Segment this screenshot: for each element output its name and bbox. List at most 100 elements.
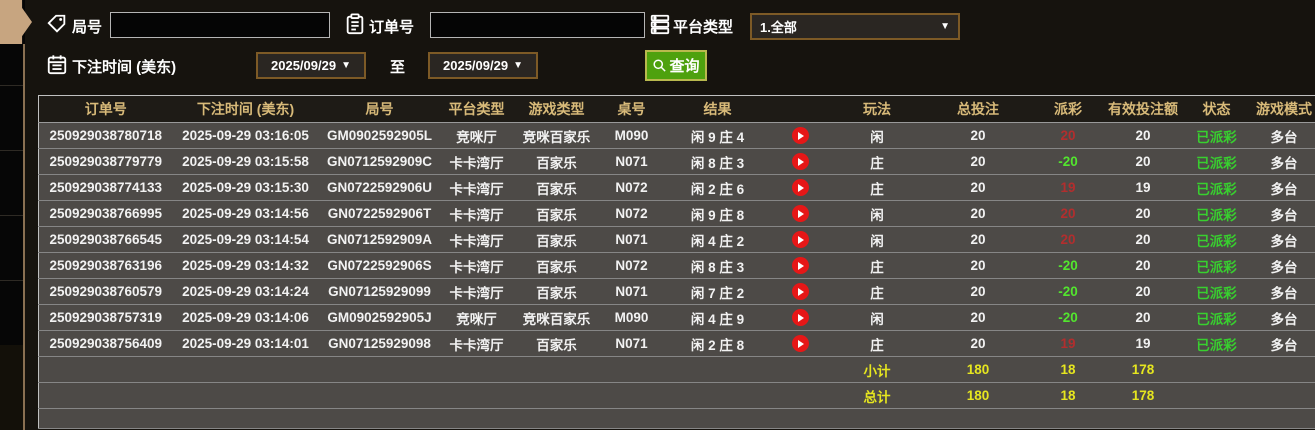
cell-mode [1252, 356, 1315, 383]
cell-play: 闲 [828, 304, 926, 331]
cell-round_id [318, 382, 441, 409]
cell-table_no: N071 [600, 330, 663, 357]
cell-_play [772, 382, 829, 409]
calendar-icon [46, 53, 68, 75]
cell-mode: 多台 [1252, 304, 1315, 331]
play-video-icon[interactable] [792, 205, 809, 222]
replay-cell [772, 252, 829, 279]
cell-platform: 卡卡湾厅 [440, 174, 513, 201]
platform-type-value: 1.全部 [760, 20, 797, 35]
cell-game_type: 百家乐 [512, 148, 601, 175]
play-video-icon[interactable] [792, 257, 809, 274]
cell-status: 已派彩 [1180, 226, 1253, 253]
chevron-down-icon: ▼ [341, 60, 351, 71]
chevron-down-icon: ▼ [940, 21, 950, 32]
cell-order_id: 250929038763196 [38, 252, 173, 279]
cell-bet_time: 2025-09-29 03:14:06 [172, 304, 319, 331]
cell-result: 闲 8 庄 3 [662, 252, 773, 279]
column-header: 下注时间 (美东) [172, 95, 319, 123]
cell-mode: 多台 [1252, 174, 1315, 201]
cell-round_id: GN0712592909A [318, 226, 441, 253]
cell-platform: 卡卡湾厅 [440, 252, 513, 279]
cell-mode: 多台 [1252, 148, 1315, 175]
date-to-picker[interactable]: 2025/09/29 ▼ [428, 52, 538, 79]
cell-play: 庄 [828, 252, 926, 279]
column-header: 桌号 [600, 95, 663, 123]
search-button[interactable]: 查询 [645, 50, 707, 81]
cell-result: 闲 9 庄 4 [662, 122, 773, 149]
column-header: 平台类型 [440, 95, 513, 123]
cell-play: 庄 [828, 330, 926, 357]
play-video-icon[interactable] [792, 179, 809, 196]
cell-table_no: N072 [600, 252, 663, 279]
bet-time-label: 下注时间 (美东) [72, 59, 177, 76]
cell-play: 小计 [828, 356, 926, 383]
order-number-input[interactable] [430, 12, 645, 38]
cell-bet_time: 2025-09-29 03:14:54 [172, 226, 319, 253]
cell-mode: 多台 [1252, 122, 1315, 149]
play-video-icon[interactable] [792, 127, 809, 144]
cell-game_type: 百家乐 [512, 200, 601, 227]
cell-result: 闲 9 庄 8 [662, 200, 773, 227]
sidebar-divider [0, 280, 23, 281]
cell-status: 已派彩 [1180, 330, 1253, 357]
cell-round_id: GN0712592909C [318, 148, 441, 175]
table-row: 250929038760579 2025-09-29 03:14:24 GN0712… [38, 278, 1315, 305]
play-video-icon[interactable] [792, 153, 809, 170]
cell-result [662, 356, 773, 383]
cell-order_id: 250929038760579 [38, 278, 173, 305]
platform-type-select[interactable]: 1.全部 ▼ [750, 13, 960, 40]
sidebar-divider [0, 215, 23, 216]
empty-row [38, 408, 1315, 429]
cell-valid_bet: 20 [1105, 252, 1181, 279]
cell-table_no: M090 [600, 304, 663, 331]
cell-payout: 19 [1030, 174, 1106, 201]
round-number-input[interactable] [110, 12, 330, 38]
cell-result: 闲 2 庄 8 [662, 330, 773, 357]
sidebar-divider [0, 85, 23, 86]
cell-status [1180, 356, 1253, 383]
cell-payout: 20 [1030, 200, 1106, 227]
cell-status [1180, 382, 1253, 409]
date-from-picker[interactable]: 2025/09/29 ▼ [256, 52, 366, 79]
bet-records-table-wrap: 订单号 下注时间 (美东) 局号 平台类型 游戏类型 桌号 结果 玩法 总投注 派彩 有效投注额 状态… [38, 95, 1315, 429]
cell-table_no: N072 [600, 200, 663, 227]
cell-status: 已派彩 [1180, 200, 1253, 227]
play-video-icon[interactable] [792, 309, 809, 326]
cell-status: 已派彩 [1180, 278, 1253, 305]
cell-payout: 18 [1030, 356, 1106, 383]
table-row: 250929038756409 2025-09-29 03:14:01 GN0712… [38, 330, 1315, 357]
play-video-icon[interactable] [792, 283, 809, 300]
cell-result: 闲 8 庄 3 [662, 148, 773, 175]
cell-platform: 竞咪厅 [440, 122, 513, 149]
table-row: 250929038766995 2025-09-29 03:14:56 GN0722… [38, 200, 1315, 227]
cell-table_no [600, 382, 663, 409]
cell-total_bet: 20 [925, 122, 1031, 149]
cell-status: 已派彩 [1180, 304, 1253, 331]
cell-play: 庄 [828, 278, 926, 305]
server-icon [649, 13, 671, 35]
column-header: 玩法 [828, 95, 926, 123]
collapsed-sidebar [0, 0, 25, 430]
cell-order_id: 250929038766995 [38, 200, 173, 227]
cell-round_id: GM0902592905J [318, 304, 441, 331]
tag-icon [46, 13, 68, 35]
cell-payout: -20 [1030, 304, 1106, 331]
column-header: 游戏模式 [1252, 95, 1315, 123]
cell-status: 已派彩 [1180, 122, 1253, 149]
cell-table_no: N071 [600, 148, 663, 175]
cell-valid_bet: 20 [1105, 304, 1181, 331]
table-row: 250929038757319 2025-09-29 03:14:06 GM0902… [38, 304, 1315, 331]
play-video-icon[interactable] [792, 335, 809, 352]
replay-cell [772, 304, 829, 331]
order-number-label: 订单号 [369, 19, 415, 36]
cell-valid_bet: 20 [1105, 226, 1181, 253]
chevron-down-icon: ▼ [513, 60, 523, 71]
cell-order_id [38, 382, 173, 409]
play-video-icon[interactable] [792, 231, 809, 248]
column-header: 有效投注额 [1105, 95, 1181, 123]
replay-cell [772, 122, 829, 149]
platform-type-label: 平台类型 [673, 19, 734, 36]
clipboard-icon [344, 13, 366, 35]
